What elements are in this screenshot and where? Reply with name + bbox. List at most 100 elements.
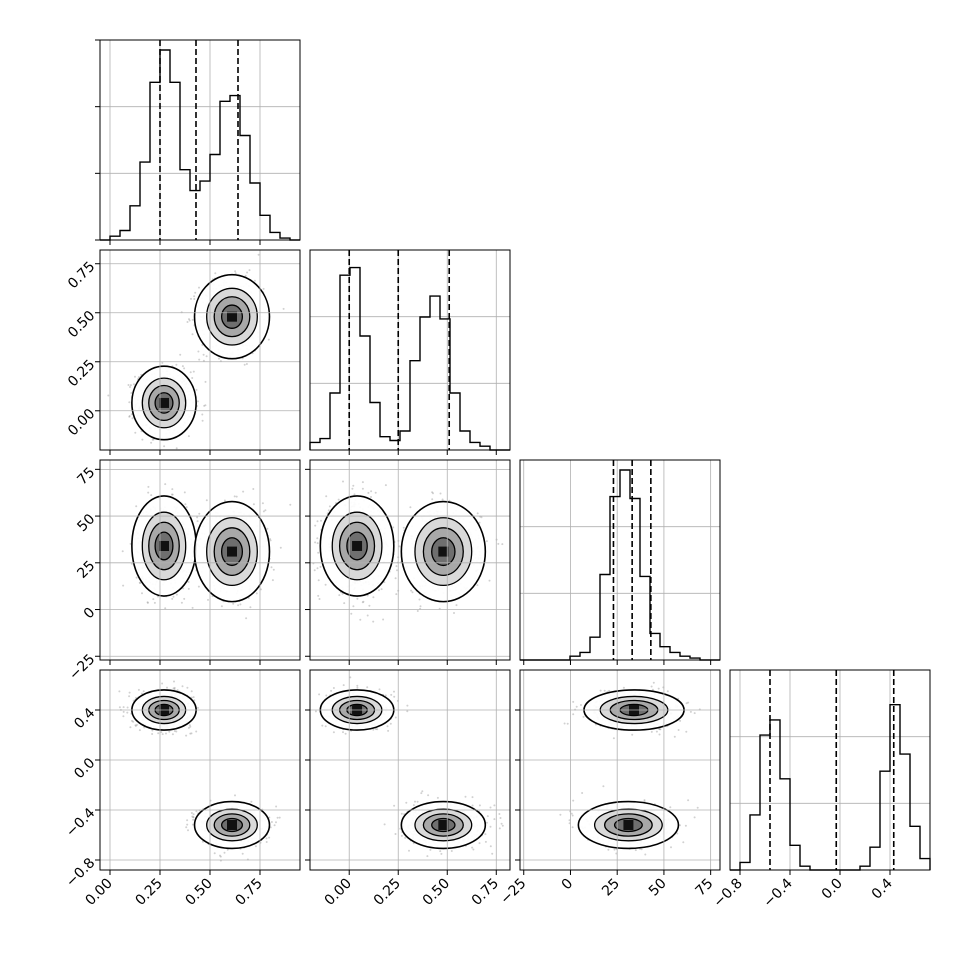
scatter-point <box>201 419 204 422</box>
scatter-point <box>122 584 125 587</box>
scatter-point <box>164 607 167 610</box>
scatter-point <box>195 730 198 733</box>
scatter-point <box>205 355 208 358</box>
density-panel <box>118 680 281 862</box>
scatter-point <box>431 498 434 501</box>
scatter-point <box>314 541 317 544</box>
scatter-point <box>161 361 164 364</box>
scatter-point <box>338 594 341 597</box>
scatter-point <box>137 376 140 379</box>
scatter-point <box>127 384 130 386</box>
scatter-point <box>245 617 248 620</box>
scatter-point <box>133 383 135 386</box>
scatter-point <box>207 598 209 601</box>
y-tick-label: 25 <box>74 558 98 582</box>
scatter-point <box>180 601 183 604</box>
scatter-point <box>396 569 398 572</box>
scatter-point <box>488 579 491 582</box>
scatter-point <box>356 597 359 600</box>
panel-grid <box>739 670 891 870</box>
scatter-point <box>325 495 328 498</box>
scatter-point <box>255 592 258 595</box>
y-tick-label: −25 <box>66 651 98 683</box>
scatter-point <box>246 271 249 274</box>
scatter-point <box>134 431 137 434</box>
scatter-point <box>128 415 131 417</box>
scatter-point <box>476 512 479 515</box>
scatter-point <box>164 483 167 486</box>
scatter-point <box>249 606 252 609</box>
scatter-point <box>351 487 354 490</box>
scatter-point <box>410 589 413 592</box>
scatter-point <box>147 491 150 494</box>
scatter-point <box>150 494 153 497</box>
scatter-point <box>252 488 255 490</box>
density-panel <box>107 253 285 450</box>
scatter-point <box>432 492 434 495</box>
scatter-point <box>146 601 149 604</box>
panel-grid <box>348 250 497 450</box>
scatter-point <box>185 506 188 509</box>
density-peak <box>159 397 169 408</box>
scatter-point <box>402 526 405 529</box>
scatter-point <box>328 505 331 508</box>
scatter-point <box>197 706 199 709</box>
scatter-point <box>317 594 320 597</box>
scatter-point <box>269 539 272 542</box>
scatter-point <box>359 618 362 621</box>
scatter-point <box>370 496 372 498</box>
scatter-point <box>137 688 140 691</box>
scatter-point <box>107 394 110 397</box>
density-peak <box>352 540 363 551</box>
scatter-point <box>142 690 145 693</box>
scatter-point <box>418 598 421 601</box>
scatter-point <box>129 386 131 388</box>
scatter-point <box>190 732 193 735</box>
scatter-point <box>192 696 195 699</box>
scatter-point <box>151 438 154 441</box>
scatter-point <box>147 485 150 488</box>
density-panel-frame <box>99 249 301 451</box>
scatter-point <box>382 618 385 621</box>
scatter-point <box>368 604 371 607</box>
scatter-point <box>395 565 398 568</box>
density-panel <box>312 480 504 623</box>
scatter-point <box>244 274 247 277</box>
density-peak <box>438 546 449 557</box>
scatter-point <box>272 568 275 571</box>
scatter-point <box>320 519 322 522</box>
density-peak <box>159 540 169 551</box>
x-tick-label: 0.4 <box>869 875 896 902</box>
scatter-point <box>416 610 419 612</box>
histogram-step-line <box>100 49 300 241</box>
scatter-point <box>233 495 236 498</box>
scatter-point <box>187 587 190 590</box>
x-tick-label: 0.0 <box>819 876 846 903</box>
scatter-point <box>175 593 178 596</box>
scatter-point <box>191 333 194 336</box>
scatter-point <box>175 447 178 450</box>
scatter-point <box>253 279 256 282</box>
histogram-step-line <box>520 469 720 661</box>
scatter-point <box>317 579 320 582</box>
scatter-point <box>237 604 240 607</box>
scatter-point <box>171 493 174 496</box>
scatter-point <box>392 526 395 529</box>
scatter-point <box>378 589 380 592</box>
scatter-point <box>173 680 175 683</box>
scatter-point <box>181 685 184 688</box>
scatter-point <box>398 545 401 548</box>
scatter-point <box>384 484 387 487</box>
scatter-point <box>342 480 344 483</box>
scatter-point <box>337 498 340 501</box>
scatter-point <box>194 291 197 294</box>
scatter-point <box>188 318 190 321</box>
scatter-point <box>245 363 248 365</box>
scatter-point <box>411 591 414 594</box>
scatter-point <box>266 527 269 530</box>
scatter-point <box>343 602 346 605</box>
scatter-point <box>203 404 206 407</box>
scatter-point <box>160 731 163 734</box>
scatter-point <box>138 729 141 732</box>
scatter-point <box>122 706 125 709</box>
